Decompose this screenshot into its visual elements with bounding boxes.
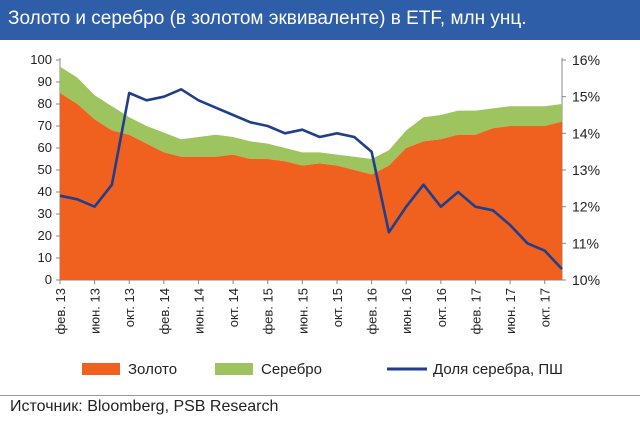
chart-plot: 0 10 20 30 40 50 60 70 80 90 100 10% 11% 12% 13% 14% 15%… bbox=[30, 52, 600, 378]
x-tick-label: окт. 14 bbox=[226, 288, 241, 327]
legend-label: Серебро bbox=[261, 361, 322, 378]
x-tick-label: фев. 17 bbox=[468, 288, 483, 335]
legend-gold-swatch bbox=[82, 363, 120, 375]
chart-title: Золото и серебро (в золотом эквиваленте)… bbox=[8, 8, 527, 29]
y-right-tick-label: 13% bbox=[572, 162, 600, 178]
y-right-tick-label: 14% bbox=[572, 125, 600, 141]
y-left-tick-label: 40 bbox=[38, 184, 52, 199]
x-tick-label: окт. 15 bbox=[330, 288, 345, 327]
y-left-tick-label: 10 bbox=[38, 250, 52, 265]
x-tick-label: июн. 14 bbox=[191, 288, 206, 334]
x-tick-label: окт. 16 bbox=[434, 288, 449, 327]
y-left-tick-label: 70 bbox=[38, 118, 52, 133]
x-tick-label: фев. 13 bbox=[53, 288, 68, 335]
x-tick-label: июн. 13 bbox=[88, 288, 103, 334]
gold-area bbox=[60, 93, 562, 280]
x-tick-label: июн. 15 bbox=[295, 288, 310, 334]
y-right-tick-label: 11% bbox=[572, 235, 599, 251]
legend-silver-swatch bbox=[215, 363, 253, 375]
legend-label: Золото bbox=[128, 361, 177, 378]
x-tick-label: июн. 16 bbox=[399, 288, 414, 334]
silver-share-line bbox=[59, 88, 563, 270]
x-tick-label: июн. 17 bbox=[503, 288, 518, 334]
y-left-tick-label: 20 bbox=[38, 228, 52, 243]
x-tick-label: фев. 16 bbox=[365, 288, 380, 335]
y-right-tick-label: 16% bbox=[572, 52, 600, 68]
y-right-tick-label: 10% bbox=[572, 272, 600, 288]
y-left-tick-label: 60 bbox=[38, 140, 52, 155]
y-left-tick-label: 90 bbox=[38, 74, 52, 89]
y-left-tick-label: 0 bbox=[45, 272, 52, 287]
y-left-tick-label: 50 bbox=[38, 162, 52, 177]
legend-label: Доля серебра, ПШ bbox=[433, 361, 563, 378]
footer-divider bbox=[0, 395, 640, 396]
title-bar: Золото и серебро (в золотом эквиваленте)… bbox=[0, 0, 640, 40]
x-tick-label: фев. 14 bbox=[157, 288, 172, 335]
x-tick-label: окт. 13 bbox=[122, 288, 137, 327]
x-tick-label: фев. 15 bbox=[261, 288, 276, 335]
y-left-tick-label: 30 bbox=[38, 206, 52, 221]
source-note: Источник: Bloomberg, PSB Research bbox=[10, 398, 279, 415]
y-left-tick-label: 100 bbox=[30, 52, 52, 67]
x-tick-label: окт. 17 bbox=[538, 288, 553, 327]
y-left-tick-label: 80 bbox=[38, 96, 52, 111]
y-right-tick-label: 12% bbox=[572, 199, 600, 215]
silver-area bbox=[60, 66, 562, 175]
y-right-tick-label: 15% bbox=[572, 89, 600, 105]
